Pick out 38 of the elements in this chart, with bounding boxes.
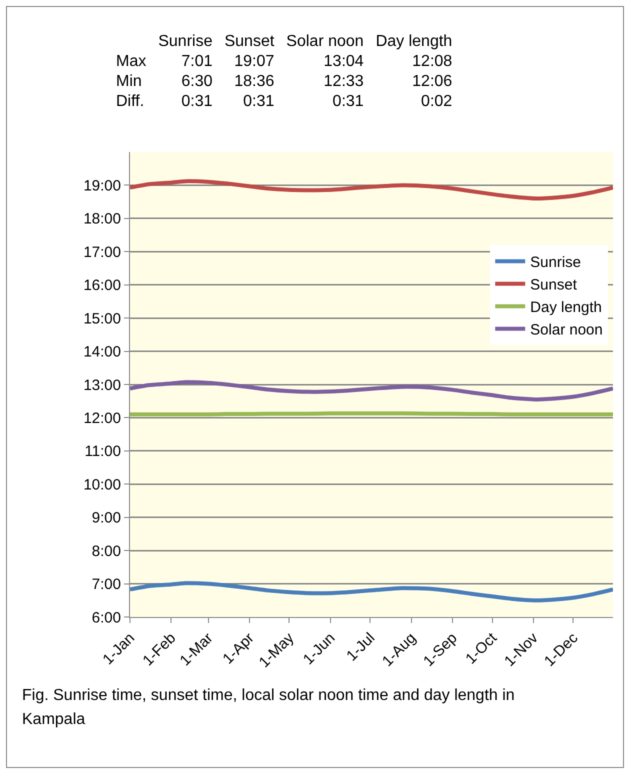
text: 12:33 [322,72,365,92]
y-tick-label: 18:00 [83,210,121,228]
text: Sunset [223,32,276,52]
y-tick-label: 19:00 [83,177,121,194]
text: 0:31 [180,92,214,112]
text: 18:36 [233,72,276,92]
text: 0:02 [420,92,454,112]
text: Diff. [115,92,146,112]
legend-label: Sunrise [530,254,582,272]
text: Fig. Sunrise time, sunset time, local solar noon time and day length in Kampala [22,686,516,730]
y-tick-label: 7:00 [92,576,121,594]
text: 19:07 [233,52,276,72]
legend-label: Solar noon [530,322,603,339]
text: Solar noon [285,32,365,52]
legend-label: Sunset [530,276,578,294]
y-tick-label: 9:00 [92,510,121,527]
text: 0:31 [242,92,276,112]
y-tick-label: 11:00 [84,443,121,460]
y-tick-label: 15:00 [83,310,121,328]
text: 7:01 [180,52,214,72]
y-tick-label: 6:00 [92,609,121,626]
y-tick-label: 14:00 [83,344,121,361]
text: 12:06 [411,72,454,92]
legend-label: Day length [530,299,602,316]
text: 0:31 [332,92,365,112]
text: 13:04 [322,52,365,72]
text: Min [115,72,143,92]
text: 12:08 [411,52,454,72]
text: Sunrise [157,32,214,52]
text: Day length [374,32,454,52]
y-tick-label: 17:00 [83,244,121,261]
y-tick-label: 16:00 [83,277,121,294]
y-tick-label: 10:00 [83,476,121,494]
y-tick-label: 12:00 [83,410,121,427]
text: Max [115,52,148,72]
y-tick-label: 13:00 [83,376,121,394]
text: 6:30 [180,72,214,92]
y-tick-label: 8:00 [92,542,121,560]
